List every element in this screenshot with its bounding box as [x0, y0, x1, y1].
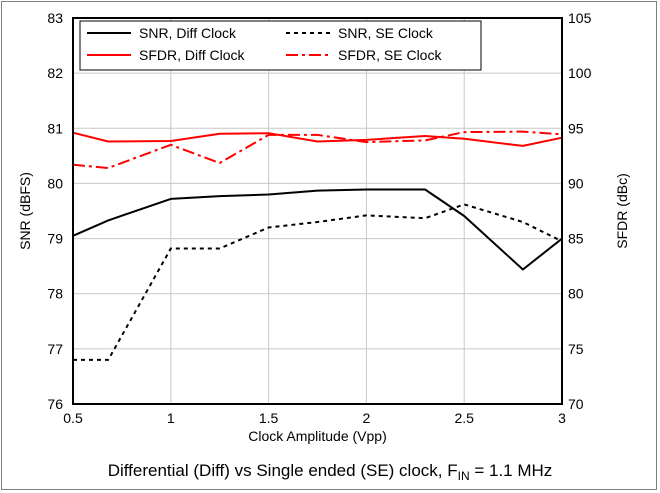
y-right-tick-label: 100	[568, 65, 592, 81]
plot-area-border	[72, 17, 563, 405]
series-line-snr-se-clock	[73, 203, 563, 361]
x-tick-label: 1	[167, 410, 175, 426]
legend-box	[79, 20, 482, 71]
x-tick-label: 0.5	[63, 410, 83, 426]
y-left-axis-title: SNR (dBFS)	[17, 172, 33, 250]
y-left-tick-label: 81	[47, 120, 63, 136]
legend-label-sfdr-diff-clock: SFDR, Diff Clock	[139, 47, 246, 63]
y-left-tick-label: 77	[47, 341, 63, 357]
series-line-sfdr-se-clock	[72, 130, 563, 169]
x-tick-label: 2.5	[454, 410, 474, 426]
x-tick-label: 2	[363, 410, 371, 426]
series-line-sfdr-diff-clock	[72, 131, 563, 147]
y-right-axis-title: SFDR (dBc)	[614, 173, 630, 248]
y-right-tick-label: 75	[568, 341, 584, 357]
x-tick-label: 1.5	[259, 410, 279, 426]
y-right-tick-label: 70	[568, 396, 584, 412]
y-left-tick-label: 79	[47, 231, 63, 247]
caption-main: Differential (Diff) vs Single ended (SE)…	[108, 461, 458, 480]
caption-subscript: IN	[458, 469, 470, 483]
x-axis-title: Clock Amplitude (Vpp)	[248, 428, 387, 444]
y-left-tick-label: 80	[47, 175, 63, 191]
y-left-tick-label: 83	[47, 10, 63, 26]
chart-caption: Differential (Diff) vs Single ended (SE)…	[108, 461, 553, 483]
y-left-tick-label: 82	[47, 65, 63, 81]
series-layer	[72, 130, 563, 361]
series-line-snr-diff-clock	[72, 188, 563, 271]
x-tick-label: 3	[558, 410, 566, 426]
legend-label-sfdr-se-clock: SFDR, SE Clock	[338, 47, 442, 63]
caption-suffix: = 1.1 MHz	[470, 461, 553, 480]
legend-label-snr-se-clock: SNR, SE Clock	[338, 25, 434, 41]
ticks-layer: 0.5 1 1.5 2 2.5 3 76 77 78 79 80 81 82 83 70 75 80 85 90 95…	[47, 10, 591, 426]
y-right-tick-label: 90	[568, 175, 584, 191]
y-right-tick-label: 95	[568, 120, 584, 136]
y-right-tick-label: 80	[568, 286, 584, 302]
y-left-tick-label: 76	[47, 396, 63, 412]
legend: SNR, Diff Clock SNR, SE Clock SFDR, Diff C…	[79, 20, 482, 71]
legend-label-snr-diff-clock: SNR, Diff Clock	[139, 25, 237, 41]
y-right-tick-label: 85	[568, 231, 584, 247]
y-right-tick-label: 105	[568, 10, 592, 26]
y-left-tick-label: 78	[47, 286, 63, 302]
